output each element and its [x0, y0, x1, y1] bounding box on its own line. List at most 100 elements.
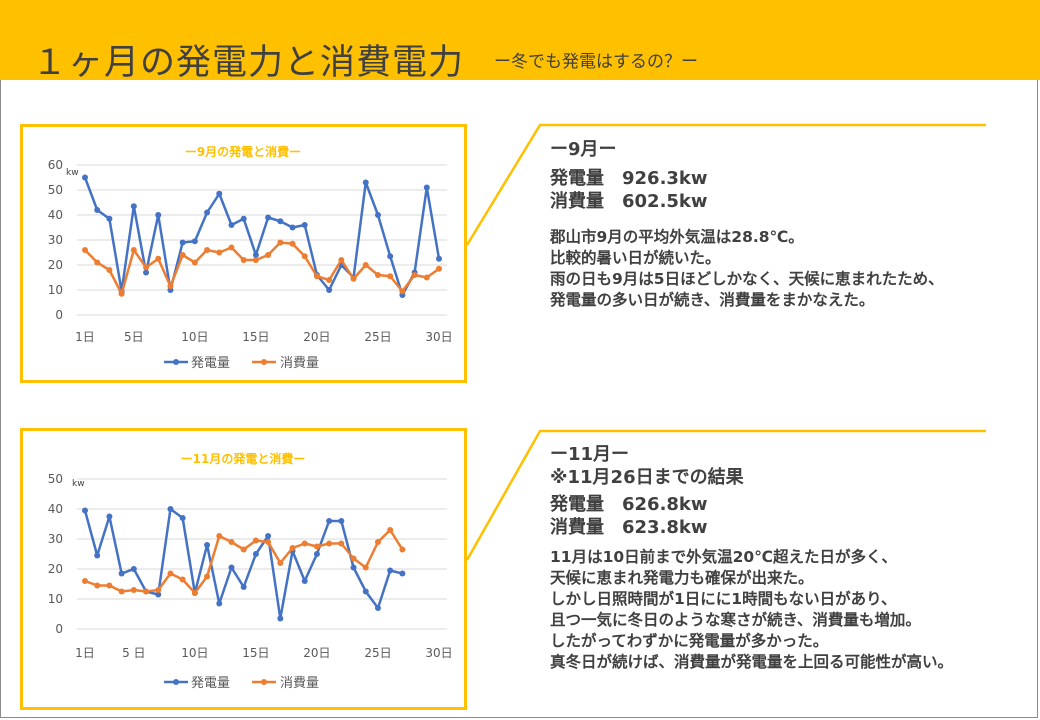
legend: 発電量 消費量: [164, 676, 319, 691]
page-subtitle: ー冬でも発電はするの？ー: [494, 52, 698, 72]
chart-september-svg: ー9月の発電と消費ー kw 0 10 20 30 40 50 60 1日 5日 10日 15日 20日…: [48, 144, 453, 371]
page-title: １ヶ月の発電力と消費電力: [32, 43, 465, 83]
legend-label-consumption: 消費量: [280, 676, 319, 691]
data-point-generation: [301, 578, 308, 584]
description-line: 比較的暑い日が続いた。: [550, 249, 721, 267]
y-tick-label: 30: [48, 532, 63, 546]
data-point-consumption: [301, 253, 308, 260]
y-tick-label: 40: [48, 502, 63, 516]
data-point-consumption: [362, 564, 369, 571]
data-point-generation: [313, 551, 320, 557]
data-point-consumption: [313, 543, 320, 550]
data-point-consumption: [228, 244, 235, 251]
data-point-generation: [252, 252, 259, 258]
series-line-consumption: [84, 241, 440, 295]
september-info: ー9月ー 発電量 926.3kw 消費量 602.5kw 郡山市9月の平均外気温…: [550, 138, 944, 311]
september-description: 郡山市9月の平均外気温は28.8℃。 比較的暑い日が続いた。 雨の日も9月は5日…: [550, 227, 944, 311]
data-point-generation: [130, 203, 137, 210]
data-point-generation: [423, 184, 430, 191]
chart-november-svg: ー11月の発電と消費ー kw 0 10 20 30 40 50 1日 5 日 10日 15日 20日…: [48, 451, 453, 691]
data-point-consumption: [387, 273, 394, 280]
data-point-consumption: [155, 587, 162, 593]
x-tick-label: 5 日: [122, 646, 145, 660]
november-consumption: 消費量 623.8kw: [550, 517, 708, 538]
y-tick-label: 60: [48, 158, 63, 172]
data-point-generation: [436, 255, 442, 262]
september-heading: ー9月ー: [550, 139, 617, 160]
data-point-consumption: [277, 560, 284, 566]
data-point-generation: [374, 605, 381, 611]
x-tick-label: 5日: [124, 330, 144, 344]
data-point-generation: [143, 269, 150, 276]
data-point-consumption: [143, 264, 150, 271]
y-tick-label: 50: [48, 472, 63, 486]
data-point-generation: [118, 570, 125, 577]
y-tick-label: 20: [48, 562, 63, 576]
description-line: 11月は10日前まで外気温20℃超えた日が多く、: [550, 548, 897, 566]
chart-november: ー11月の発電と消費ー kw 0 10 20 30 40 50 1日 5 日 10日 15日 20日…: [20, 428, 467, 710]
data-point-generation: [204, 542, 211, 548]
data-point-consumption: [423, 274, 430, 281]
data-point-consumption: [94, 259, 101, 266]
data-point-consumption: [436, 265, 442, 272]
y-tick-label: 10: [48, 283, 63, 297]
data-point-consumption: [374, 539, 381, 545]
data-point-consumption: [252, 537, 259, 544]
data-point-consumption: [216, 249, 223, 256]
data-point-generation: [106, 215, 113, 222]
data-point-generation: [216, 600, 223, 607]
data-point-generation: [130, 566, 137, 572]
y-tick-label: 20: [48, 258, 63, 272]
x-tick-label: 30日: [425, 330, 452, 344]
data-point-generation: [228, 222, 235, 228]
data-point-generation: [240, 215, 247, 222]
data-point-generation: [216, 190, 223, 197]
description-line: 発電量の多い日が続き、消費量をまかなえた。: [550, 291, 875, 309]
data-point-generation: [167, 506, 174, 512]
data-point-generation: [82, 507, 88, 514]
data-point-consumption: [301, 540, 308, 547]
description-line: 郡山市9月の平均外気温は28.8℃。: [550, 228, 804, 246]
y-tick-label: 30: [48, 233, 63, 247]
data-point-consumption: [106, 267, 113, 273]
x-tick-label: 25日: [364, 646, 391, 660]
x-tick-label: 1日: [75, 330, 95, 344]
data-point-consumption: [106, 582, 113, 589]
data-point-consumption: [179, 576, 186, 583]
x-tick-label: 25日: [364, 330, 391, 344]
description-line: 且つ一気に冬日のような寒さが続き、消費量も増加。: [550, 611, 921, 629]
data-point-consumption: [191, 259, 198, 266]
data-point-consumption: [216, 533, 223, 539]
description-line: しかし日照時間が1日にに1時間もない日があり、: [550, 590, 897, 608]
data-point-consumption: [167, 570, 174, 577]
data-point-generation: [240, 584, 247, 590]
data-point-generation: [265, 214, 272, 221]
legend-label-generation: 発電量: [191, 676, 230, 691]
x-tick-label: 20日: [303, 646, 330, 660]
chart-september: ー9月の発電と消費ー kw 0 10 20 30 40 50 60 1日 5日 10日 15日 20日…: [20, 124, 467, 383]
data-point-generation: [277, 218, 284, 225]
data-point-generation: [326, 518, 333, 524]
data-point-generation: [204, 209, 211, 216]
data-point-consumption: [350, 555, 357, 562]
data-point-consumption: [338, 257, 345, 263]
data-point-consumption: [289, 545, 296, 551]
x-tick-label: 15日: [242, 646, 269, 660]
data-point-generation: [179, 515, 186, 521]
x-tick-label: 1日: [75, 646, 95, 660]
data-point-generation: [265, 533, 272, 539]
data-point-consumption: [118, 290, 125, 297]
description-line: 雨の日も9月は5日ほどしかなく、天候に恵まれたため、: [550, 270, 944, 288]
data-point-consumption: [362, 262, 369, 268]
callout-line-nov: [465, 429, 986, 561]
unit-label: kw: [72, 479, 85, 489]
y-tick-label: 50: [48, 183, 63, 197]
y-tick-label: 10: [48, 592, 63, 606]
data-point-consumption: [399, 546, 406, 553]
series-line-generation: [83, 177, 441, 297]
data-point-consumption: [191, 590, 198, 596]
data-point-generation: [289, 224, 296, 231]
legend-label-consumption: 消費量: [280, 356, 319, 371]
data-point-consumption: [228, 539, 235, 545]
